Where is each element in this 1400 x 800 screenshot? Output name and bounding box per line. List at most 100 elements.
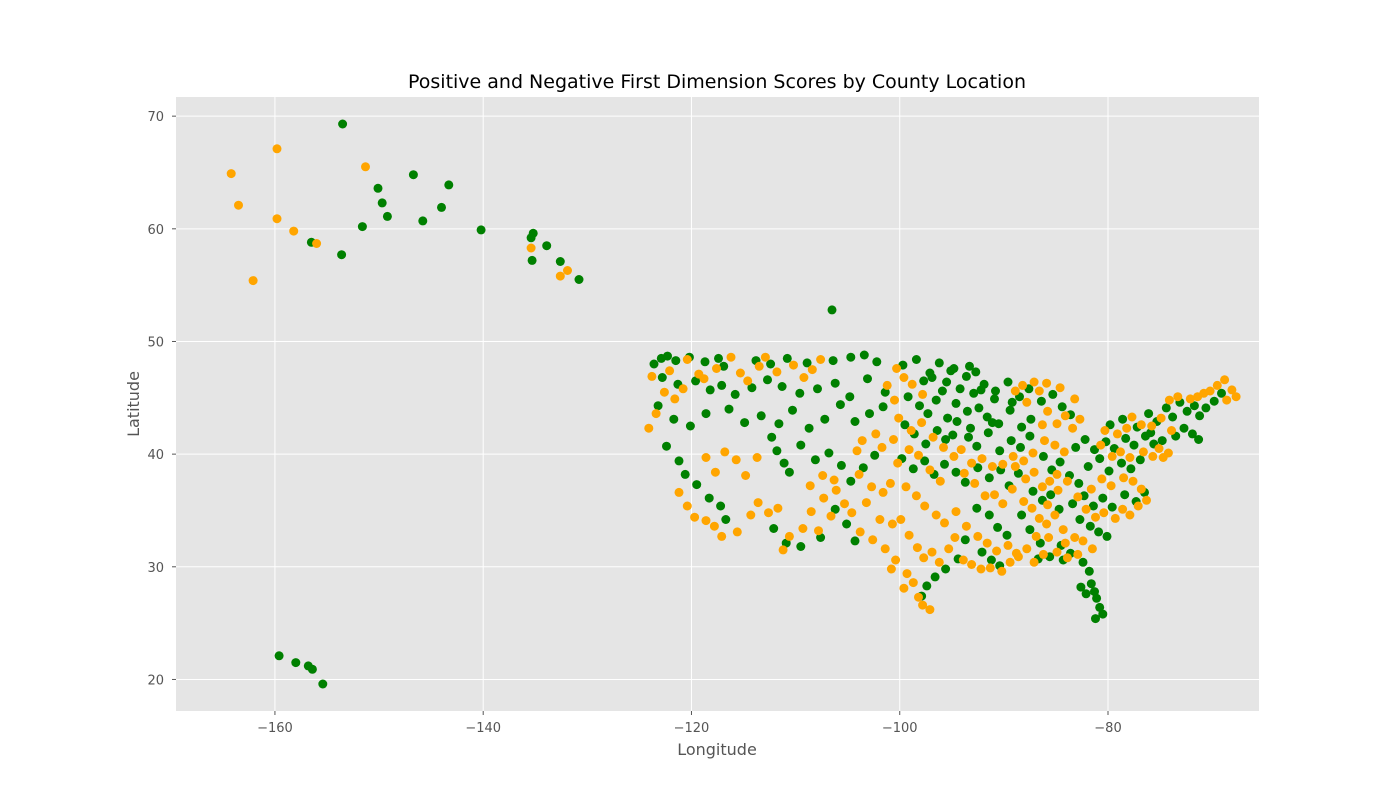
- data-point: [805, 481, 815, 491]
- data-point: [1058, 525, 1068, 535]
- data-point: [1147, 421, 1157, 431]
- data-point: [1167, 426, 1176, 435]
- data-point: [1144, 409, 1154, 419]
- data-point: [941, 435, 951, 444]
- y-tick-label: 20: [147, 673, 164, 688]
- data-point: [919, 376, 929, 386]
- data-point: [1062, 476, 1072, 486]
- data-point: [1116, 447, 1125, 457]
- data-point: [911, 355, 921, 364]
- data-point: [382, 211, 392, 221]
- data-point: [674, 456, 684, 466]
- data-point: [721, 515, 731, 524]
- data-point: [917, 418, 927, 428]
- data-point: [709, 521, 719, 531]
- data-point: [1217, 388, 1226, 398]
- data-point: [782, 353, 792, 363]
- data-point: [886, 564, 896, 574]
- data-point: [743, 376, 753, 386]
- data-point: [927, 373, 937, 382]
- gridlines: [176, 97, 1259, 711]
- data-point: [1008, 451, 1018, 461]
- data-point: [1187, 429, 1197, 439]
- data-point: [1081, 504, 1091, 514]
- data-point: [1133, 501, 1143, 511]
- data-point: [1006, 436, 1016, 446]
- data-point: [1138, 447, 1148, 457]
- data-point: [826, 511, 836, 521]
- data-point: [961, 521, 971, 531]
- data-point: [925, 465, 935, 475]
- data-point: [1081, 589, 1091, 599]
- data-point: [796, 440, 806, 450]
- data-point: [701, 516, 711, 526]
- data-point: [983, 428, 993, 438]
- data-point: [542, 241, 552, 251]
- data-point: [995, 446, 1005, 456]
- y-axis-label: Latitude: [124, 371, 143, 437]
- data-point: [1102, 531, 1112, 541]
- data-point: [1121, 433, 1131, 443]
- data-point: [720, 447, 730, 457]
- data-point: [836, 460, 846, 470]
- data-point: [923, 409, 933, 419]
- data-point: [1086, 579, 1096, 589]
- data-point: [927, 547, 937, 557]
- data-point: [970, 478, 980, 488]
- data-point: [1010, 462, 1020, 471]
- y-tick-label: 70: [147, 110, 164, 125]
- data-point: [726, 352, 736, 362]
- data-point: [779, 458, 789, 468]
- data-point: [972, 441, 982, 451]
- data-point: [831, 485, 841, 495]
- data-point: [997, 566, 1007, 576]
- data-point: [1118, 504, 1128, 514]
- data-point: [719, 361, 729, 371]
- data-point: [1017, 422, 1027, 432]
- data-point: [1104, 466, 1114, 476]
- data-point: [318, 679, 328, 689]
- data-point: [1060, 538, 1070, 548]
- data-point: [772, 446, 782, 456]
- data-point: [444, 180, 454, 190]
- data-point: [1003, 540, 1013, 550]
- data-point: [966, 423, 975, 433]
- data-point: [990, 394, 999, 404]
- data-point: [987, 418, 997, 428]
- data-point: [1127, 412, 1137, 422]
- data-point: [925, 605, 935, 615]
- data-point: [1080, 435, 1090, 444]
- data-point: [1095, 602, 1105, 612]
- data-point: [1029, 467, 1039, 477]
- data-point: [810, 455, 820, 465]
- data-point: [819, 493, 829, 503]
- data-point: [1086, 484, 1096, 494]
- data-point: [855, 527, 865, 537]
- data-point: [1057, 402, 1067, 412]
- data-point: [1091, 614, 1100, 624]
- data-point: [899, 583, 909, 593]
- data-point: [982, 538, 992, 548]
- data-point: [764, 508, 773, 518]
- data-point: [1118, 414, 1128, 424]
- data-point: [647, 371, 657, 381]
- data-point: [900, 420, 910, 430]
- data-point: [813, 384, 822, 394]
- data-point: [690, 512, 700, 522]
- data-point: [555, 257, 565, 266]
- data-point: [1083, 462, 1093, 471]
- data-point: [746, 510, 756, 520]
- data-point: [1068, 423, 1078, 433]
- data-point: [846, 476, 856, 486]
- data-point: [1003, 377, 1013, 387]
- data-point: [1084, 566, 1094, 576]
- data-point: [890, 395, 899, 405]
- data-point: [1036, 396, 1046, 406]
- data-point: [1094, 527, 1104, 537]
- data-point: [1053, 485, 1063, 495]
- data-point: [1028, 448, 1038, 458]
- data-point: [1125, 453, 1135, 462]
- data-point: [1078, 536, 1088, 546]
- data-point: [699, 374, 709, 384]
